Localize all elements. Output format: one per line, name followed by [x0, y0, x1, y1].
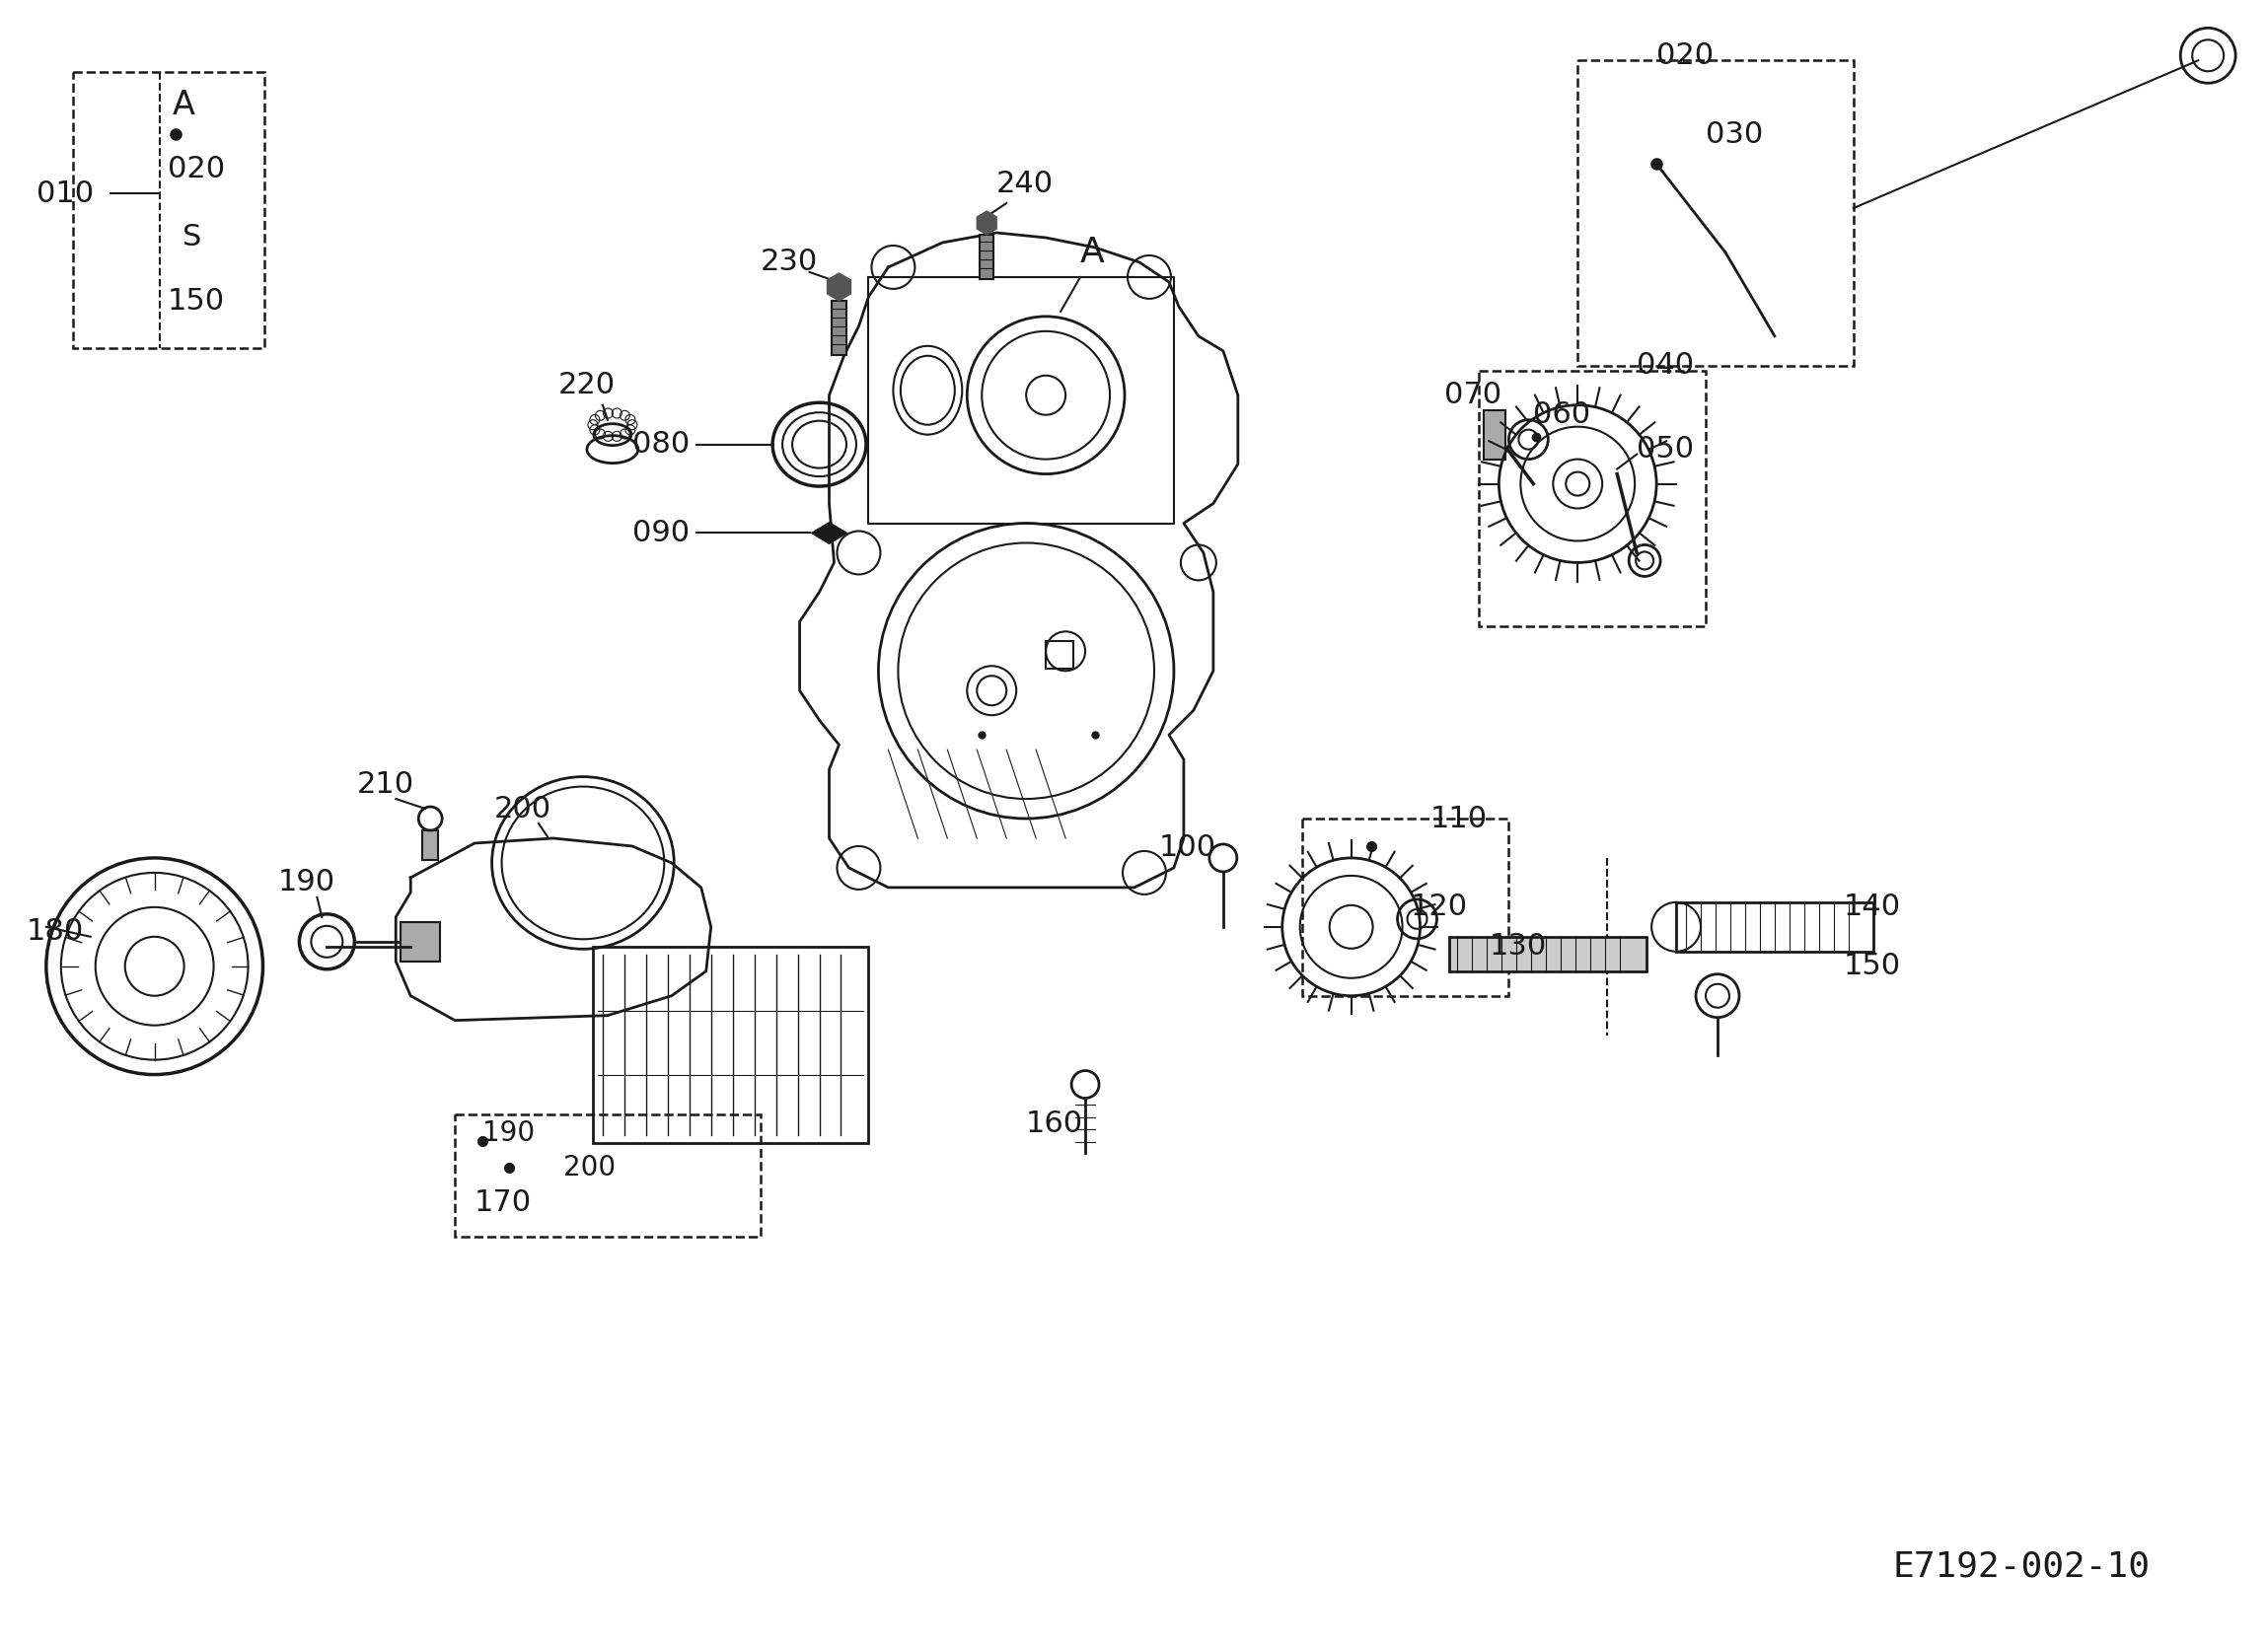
Text: 190: 190	[483, 1119, 535, 1147]
Bar	[592, 946, 869, 1144]
Bar	[422, 830, 438, 859]
Text: 240: 240	[996, 170, 1055, 198]
Polygon shape	[812, 522, 846, 543]
Bar	[1302, 818, 1508, 996]
Text: A: A	[172, 89, 195, 122]
Text: 210: 210	[356, 770, 413, 798]
Text: S: S	[181, 224, 202, 252]
Text: 090: 090	[633, 518, 689, 548]
Text: 050: 050	[1637, 435, 1694, 464]
Bar	[401, 922, 440, 961]
Bar	[1676, 902, 1873, 951]
Text: 010: 010	[36, 179, 93, 207]
Text: A: A	[1080, 235, 1105, 270]
Text: 220: 220	[558, 370, 615, 400]
Text: 100: 100	[1159, 835, 1216, 863]
Bar	[1449, 937, 1647, 971]
Text: 190: 190	[277, 869, 336, 897]
Text: 150: 150	[1844, 951, 1901, 981]
Text: 170: 170	[474, 1188, 533, 1216]
Bar	[1479, 370, 1706, 627]
Text: 230: 230	[760, 249, 819, 277]
Bar	[1046, 642, 1073, 668]
Text: 020: 020	[168, 155, 225, 183]
Text: 140: 140	[1844, 892, 1901, 922]
Text: 150: 150	[168, 288, 225, 316]
Bar	[73, 72, 265, 347]
Text: 120: 120	[1411, 892, 1467, 922]
Text: 060: 060	[1533, 400, 1590, 430]
Bar	[980, 235, 993, 280]
Bar	[830, 301, 846, 356]
Text: 070: 070	[1445, 380, 1501, 410]
Text: 040: 040	[1637, 351, 1694, 380]
Bar	[456, 1114, 760, 1238]
Text: 180: 180	[27, 917, 84, 946]
Text: 030: 030	[1706, 120, 1762, 148]
Text: 130: 130	[1490, 932, 1547, 961]
Text: 200: 200	[494, 795, 551, 823]
Text: 020: 020	[1656, 41, 1715, 69]
Bar	[1579, 61, 1853, 365]
Text: E7192-002-10: E7192-002-10	[1892, 1551, 2150, 1583]
Text: 200: 200	[562, 1154, 615, 1182]
Text: 110: 110	[1429, 805, 1488, 833]
Text: 080: 080	[633, 430, 689, 459]
Polygon shape	[828, 273, 850, 301]
Text: 160: 160	[1025, 1109, 1084, 1137]
Polygon shape	[978, 211, 996, 235]
Bar	[1483, 410, 1506, 459]
